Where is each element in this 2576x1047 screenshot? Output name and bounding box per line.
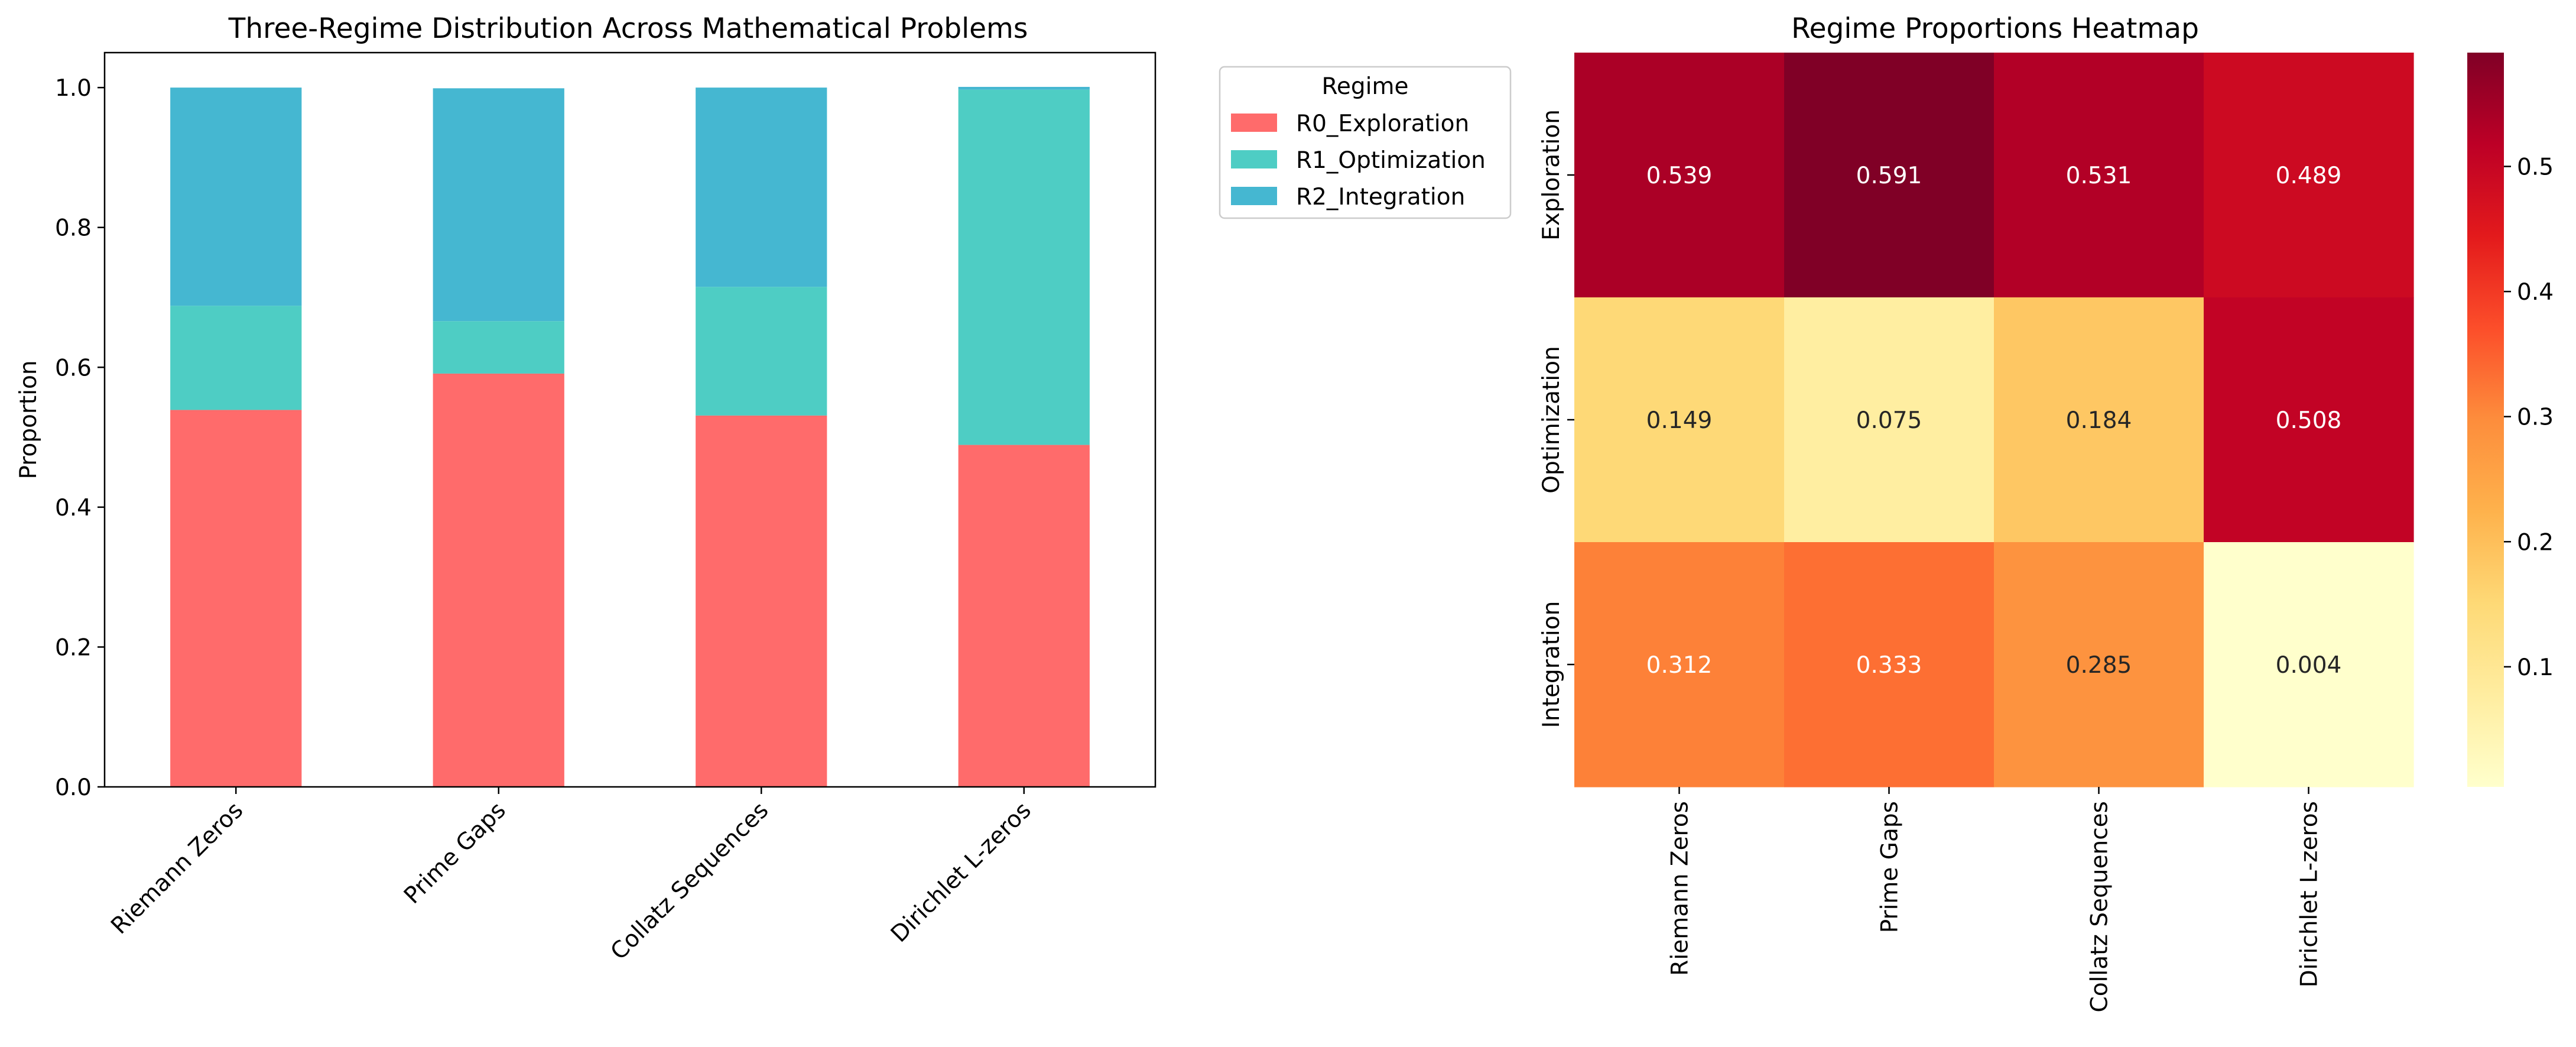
heatmap-row-label: Exploration	[1538, 109, 1565, 241]
legend-title: Regime	[1322, 73, 1409, 100]
heatmap-cell-exploration-collatz-sequences	[1994, 53, 2204, 298]
heatmap-value-label: 0.285	[2066, 652, 2132, 679]
y-tick-label: 0.2	[55, 634, 92, 661]
x-tick-label: Dirichlet L-zeros	[886, 797, 1037, 948]
y-tick-label: 0.4	[55, 495, 92, 521]
y-tick-label: 0.0	[55, 774, 92, 801]
heatmap-column-ticks: Riemann Zeros Prime Gaps Collatz Sequences…	[1667, 787, 2323, 1013]
bar-dirichlet-l-zeros-r0-exploration	[958, 445, 1090, 787]
legend: Regime R0_Exploration R1_Optimization R2_I…	[1219, 66, 1512, 219]
legend-swatch-r1-optimization	[1231, 150, 1277, 168]
colorbar-tick-label: 0.5	[2517, 154, 2554, 181]
legend-swatch-r0-exploration	[1231, 114, 1277, 132]
heatmap-value-label: 0.149	[1646, 407, 1713, 434]
heatmap-cell-integration-dirichlet-l-zeros	[2204, 542, 2414, 787]
heatmap-cell-exploration-dirichlet-l-zeros	[2204, 53, 2414, 298]
heatmap-value-label: 0.489	[2276, 163, 2342, 189]
heatmap-cell-optimization-riemann-zeros	[1574, 297, 1785, 543]
bar-collatz-sequences-r1-optimization	[696, 287, 827, 416]
colorbar-gradient	[2467, 53, 2504, 787]
legend-label-r1-optimization: R1_Optimization	[1296, 147, 1486, 174]
heatmap-cells	[1574, 53, 2414, 787]
heatmap-value-label: 0.333	[1856, 652, 1922, 679]
heatmap-column-label: Prime Gaps	[1877, 801, 1903, 933]
heatmap-value-label: 0.184	[2066, 407, 2132, 434]
colorbar-tick-label: 0.1	[2517, 654, 2554, 681]
bar-prime-gaps-r2-integration	[433, 88, 564, 322]
legend-items: R0_Exploration R1_Optimization R2_Integrat…	[1231, 111, 1486, 210]
x-tick-label: Collatz Sequences	[606, 797, 774, 965]
heatmap-column-label: Riemann Zeros	[1667, 801, 1694, 976]
legend-frame	[1219, 66, 1512, 219]
legend-label-r0-exploration: R0_Exploration	[1296, 111, 1469, 137]
heatmap-value-label: 0.539	[1646, 163, 1713, 189]
heatmap-value-label: 0.004	[2276, 652, 2342, 679]
heatmap-title: Regime Proportions Heatmap	[1791, 12, 2199, 45]
heatmap-cell-integration-collatz-sequences	[1994, 542, 2204, 787]
bar-collatz-sequences-r2-integration	[696, 87, 827, 287]
stacked-bar-chart: Three-Regime Distribution Across Mathema…	[15, 12, 1157, 965]
colorbar-ticks: 0.1 0.2 0.3 0.4 0.5	[2504, 154, 2554, 681]
heatmap-cell-integration-prime-gaps	[1784, 542, 1994, 787]
colorbar-tick-label: 0.4	[2517, 279, 2554, 306]
colorbar: 0.1 0.2 0.3 0.4 0.5	[2467, 53, 2554, 787]
heatmap-cell-exploration-prime-gaps	[1784, 53, 1994, 298]
colorbar-tick-label: 0.2	[2517, 529, 2554, 556]
legend-label-r2-integration: R2_Integration	[1296, 184, 1465, 210]
legend-swatch-r2-integration	[1231, 187, 1277, 205]
heatmap-row-ticks: Exploration Optimization Integration	[1538, 109, 1574, 728]
bar-prime-gaps-r0-exploration	[433, 373, 564, 787]
heatmap-chart: Regime Proportions Heatmap 0.539 0.591 0.5…	[1538, 12, 2414, 1013]
y-tick-label: 1.0	[55, 75, 92, 102]
heatmap-value-label: 0.531	[2066, 163, 2132, 189]
x-tick-label: Prime Gaps	[399, 797, 511, 909]
heatmap-cell-exploration-riemann-zeros	[1574, 53, 1785, 298]
heatmap-column-label: Dirichlet L-zeros	[2296, 801, 2323, 987]
x-tick-label: Riemann Zeros	[106, 797, 248, 939]
bar-collatz-sequences-r0-exploration	[696, 415, 827, 787]
heatmap-column-label: Collatz Sequences	[2087, 801, 2113, 1013]
bar-dirichlet-l-zeros-r1-optimization	[958, 89, 1090, 445]
bar-chart-title: Three-Regime Distribution Across Mathema…	[228, 12, 1028, 45]
y-tick-label: 0.8	[55, 215, 92, 242]
heatmap-value-label: 0.508	[2276, 407, 2342, 434]
y-axis-ticks: 0.0 0.2 0.4 0.6 0.8 1.0	[55, 75, 105, 801]
bar-marks	[170, 86, 1090, 787]
bar-riemann-zeros-r0-exploration	[170, 410, 302, 787]
heatmap-row-label: Optimization	[1538, 346, 1565, 493]
heatmap-row-label: Integration	[1538, 601, 1565, 728]
y-axis-label: Proportion	[15, 360, 42, 479]
y-tick-label: 0.6	[55, 355, 92, 381]
bar-riemann-zeros-r1-optimization	[170, 306, 302, 410]
heatmap-value-label: 0.312	[1646, 652, 1713, 679]
heatmap-cell-optimization-collatz-sequences	[1994, 297, 2204, 543]
heatmap-value-label: 0.075	[1856, 407, 1922, 434]
bar-plot-frame	[103, 51, 1157, 788]
heatmap-value-label: 0.591	[1856, 163, 1922, 189]
colorbar-tick-label: 0.3	[2517, 404, 2554, 431]
heatmap-cell-integration-riemann-zeros	[1574, 542, 1785, 787]
heatmap-cell-labels: 0.539 0.591 0.531 0.489 0.149 0.075 0.184 0.508…	[1646, 163, 2342, 679]
heatmap-cell-optimization-dirichlet-l-zeros	[2204, 297, 2414, 543]
bar-dirichlet-l-zeros-r2-integration	[958, 86, 1090, 90]
bar-riemann-zeros-r2-integration	[170, 87, 302, 306]
bar-prime-gaps-r1-optimization	[433, 321, 564, 374]
heatmap-cell-optimization-prime-gaps	[1784, 297, 1994, 543]
x-axis-ticks: Riemann Zeros Prime Gaps Collatz Sequences…	[106, 787, 1037, 965]
